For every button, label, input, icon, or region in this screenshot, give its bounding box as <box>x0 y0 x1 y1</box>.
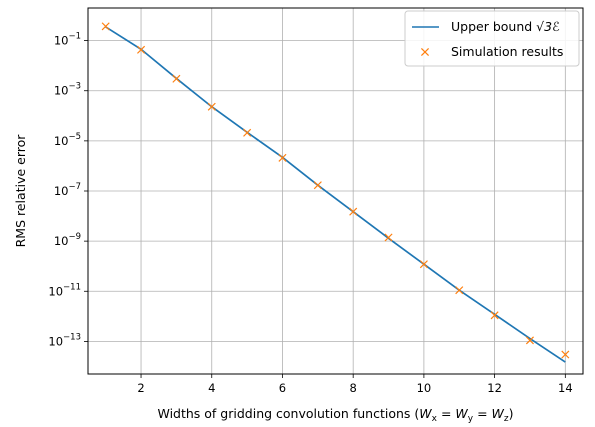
x-tick-label: 12 <box>487 381 502 395</box>
x-tick-label: 8 <box>350 381 357 395</box>
x-tick-label: 14 <box>558 381 573 395</box>
simulation-point <box>207 102 216 111</box>
y-axis-label: RMS relative error <box>13 134 28 248</box>
simulation-point <box>313 181 322 190</box>
y-tick-label: 10−3 <box>54 82 81 98</box>
y-axis: 10−1 10−3 10−5 10−7 10−9 10−11 10−13 <box>48 32 88 348</box>
simulation-point <box>455 286 464 295</box>
grid <box>88 8 583 374</box>
simulation-point <box>490 311 499 320</box>
y-tick-label: 10−1 <box>54 32 81 48</box>
series-layer <box>101 22 570 363</box>
x-tick-label: 4 <box>208 381 215 395</box>
x-tick-label: 10 <box>417 381 432 395</box>
x-axis-label: Widths of gridding convolution functions… <box>157 406 513 424</box>
y-tick-label: 10−9 <box>54 232 81 248</box>
legend-marker-swatch <box>420 47 430 57</box>
simulation-point <box>243 128 252 137</box>
y-tick-label: 10−13 <box>48 332 81 348</box>
x-axis-label-suffix: ) <box>509 406 514 421</box>
legend-entry-upper-bound: Upper bound √3ℰ <box>451 19 560 34</box>
legend-entry-simulation: Simulation results <box>451 44 563 59</box>
simulation-point <box>101 22 110 31</box>
legend-upper-bound-math: √3ℰ <box>536 19 560 34</box>
y-tick-label: 10−5 <box>54 132 81 148</box>
legend: Upper bound √3ℰ Simulation results <box>404 10 580 67</box>
legend-upper-bound-label: Upper bound <box>451 19 532 34</box>
legend-box <box>404 10 580 67</box>
simulation-point <box>561 350 570 359</box>
simulation-point <box>349 207 358 216</box>
simulation-point <box>278 153 287 162</box>
simulation-point <box>172 74 181 83</box>
x-axis-label-prefix: Widths of gridding convolution functions… <box>157 406 419 421</box>
simulation-point <box>419 260 428 269</box>
y-tick-label: 10−7 <box>54 182 81 198</box>
simulation-point <box>384 233 393 242</box>
x-axis: 2 4 6 8 10 12 14 <box>137 374 573 395</box>
simulation-point <box>137 45 146 54</box>
x-tick-label: 6 <box>279 381 286 395</box>
x-tick-label: 2 <box>137 381 144 395</box>
upper-bound-line <box>105 26 566 363</box>
simulation-point <box>525 336 534 345</box>
y-tick-label: 10−11 <box>48 282 81 298</box>
